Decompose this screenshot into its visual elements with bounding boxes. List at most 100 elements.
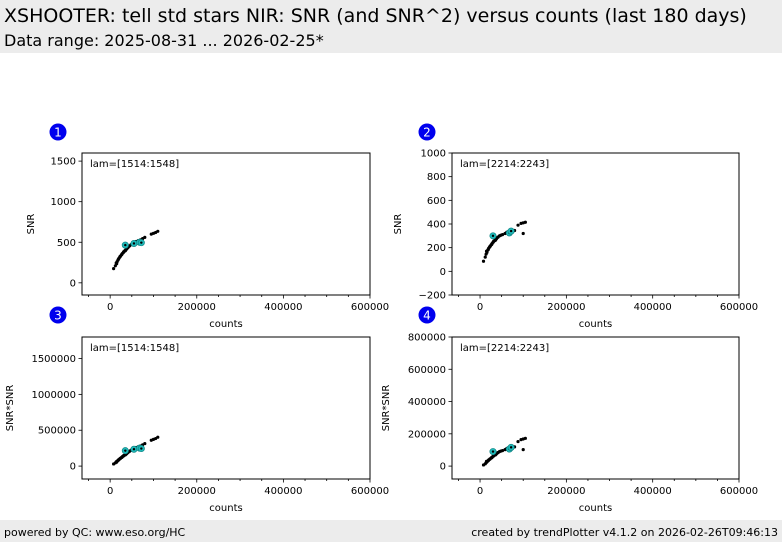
chart-panel-2: 2 0 200000 400000 600000 −200 0 200 400 600 800 100… (393, 123, 758, 330)
data-point (143, 441, 147, 446)
y-tick-label: −200 (419, 291, 446, 302)
page-title: XSHOOTER: tell std stars NIR: SNR (and S… (4, 5, 747, 27)
data-point (123, 453, 127, 457)
highlight-point-center (509, 446, 513, 449)
y-axis-label: SNR*SNR (5, 385, 16, 432)
panel-number-label: 3 (54, 309, 62, 323)
highlight-point-center (491, 450, 495, 453)
highlight-point-center (124, 243, 127, 247)
y-tick-label: 500 (57, 238, 76, 249)
x-tick-label: 400000 (264, 302, 302, 313)
y-tick-label: 1500000 (31, 354, 76, 365)
panel-number-label: 4 (423, 309, 431, 323)
highlight-point-center (140, 447, 143, 450)
data-point (123, 249, 127, 253)
highlight-point-center (140, 241, 143, 244)
data-point (488, 244, 492, 249)
data-point (500, 449, 505, 453)
y-axis-label: SNR (393, 214, 404, 235)
y-tick-label: 800 (427, 172, 446, 183)
x-tick-label: 400000 (634, 486, 672, 497)
panel-number-badge (418, 123, 436, 141)
y-tick-label: 600000 (408, 365, 446, 376)
data-point (521, 231, 525, 236)
data-point (516, 223, 520, 227)
y-tick-label: 200 (427, 243, 446, 254)
footer-powered-by: powered by QC: www.eso.org/HC (4, 526, 186, 539)
data-point (500, 233, 505, 237)
data-point (493, 238, 497, 242)
data-point (516, 439, 520, 444)
y-axis-label: SNR*SNR (381, 385, 392, 432)
data-point (120, 252, 124, 257)
x-tick-label: 0 (477, 302, 483, 313)
panel-number-badge (418, 306, 436, 324)
wavelength-range-annotation: lam=[1514:1548] (90, 159, 179, 170)
x-tick-label: 600000 (720, 486, 758, 497)
y-tick-label: 400 (427, 220, 446, 231)
x-tick-label: 200000 (547, 486, 585, 497)
y-tick-label: 200000 (408, 429, 446, 440)
data-point (143, 235, 147, 239)
y-tick-label: 1000 (51, 197, 76, 208)
y-tick-label: 500000 (38, 426, 76, 437)
wavelength-range-annotation: lam=[1514:1548] (90, 343, 179, 354)
x-tick-label: 200000 (178, 486, 216, 497)
data-point (112, 267, 116, 271)
plots-canvas: 10 200000 400000 600000050010001500countsSN… (5, 123, 758, 514)
data-point (523, 220, 527, 224)
x-tick-label: 0 (477, 486, 483, 497)
chart-panel-3: 3 0 200000 400000 600000 0 500000 1000000 150000… (5, 306, 389, 514)
panel-number-badge (49, 306, 67, 324)
y-tick-label: 0 (440, 267, 446, 278)
y-tick-label: 800000 (408, 333, 446, 344)
y-tick-label: 1000000 (31, 390, 76, 401)
highlight-point-center (491, 234, 495, 238)
data-range-subtitle: Data range: 2025-08-31 ... 2026-02-25* (4, 31, 324, 50)
x-tick-label: 0 (107, 302, 113, 313)
chart-panel-1: 1 0 200000 400000 600000 0 500 1000 1500 counts SN… (26, 123, 389, 330)
x-tick-label: 600000 (351, 302, 389, 313)
footer-bar: powered by QC: www.eso.org/HC created by… (0, 520, 782, 542)
y-tick-label: 600 (427, 196, 446, 207)
y-tick-label: 1500 (51, 157, 76, 168)
highlight-point-center (509, 229, 513, 233)
data-point (483, 255, 487, 259)
chart-panel-4: 4 0 200000 400000 600000 0 200000 400000 600000 8… (381, 306, 758, 514)
plot-area-frame (81, 152, 371, 296)
data-point (490, 242, 494, 246)
x-tick-label: 600000 (720, 302, 758, 313)
data-point (115, 262, 119, 266)
footer-created-by: created by trendPlotter v4.1.2 on 2026-0… (471, 526, 778, 539)
highlight-point-center (132, 448, 136, 451)
wavelength-range-annotation: lam=[2214:2243] (460, 159, 549, 170)
panel-number-badge (49, 123, 67, 141)
x-axis-label: counts (209, 319, 242, 330)
x-tick-label: 400000 (634, 302, 672, 313)
plot-area-frame (81, 336, 371, 480)
wavelength-range-annotation: lam=[2214:2243] (460, 343, 549, 354)
x-tick-label: 600000 (351, 486, 389, 497)
data-point (521, 448, 525, 452)
panel-number-label: 1 (54, 126, 62, 140)
header-bar: XSHOOTER: tell std stars NIR: SNR (and S… (0, 0, 782, 53)
data-point (156, 229, 160, 233)
y-tick-label: 400000 (408, 397, 446, 408)
y-tick-label: 0 (70, 462, 76, 473)
data-point (523, 436, 527, 440)
data-point (486, 247, 490, 252)
y-tick-label: 1000 (421, 149, 446, 160)
panel-number-label: 2 (423, 126, 431, 140)
x-tick-label: 200000 (547, 302, 585, 313)
x-tick-label: 400000 (264, 486, 302, 497)
x-axis-label: counts (579, 319, 612, 330)
plot-area-frame (451, 336, 740, 480)
data-point (116, 257, 120, 261)
data-point (481, 259, 486, 263)
x-axis-label: counts (209, 503, 242, 514)
plot-area-frame (451, 152, 740, 296)
y-tick-label: 0 (440, 462, 446, 473)
highlight-point-center (124, 449, 127, 452)
y-axis-label: SNR (26, 214, 37, 235)
highlight-point-center (132, 242, 136, 245)
